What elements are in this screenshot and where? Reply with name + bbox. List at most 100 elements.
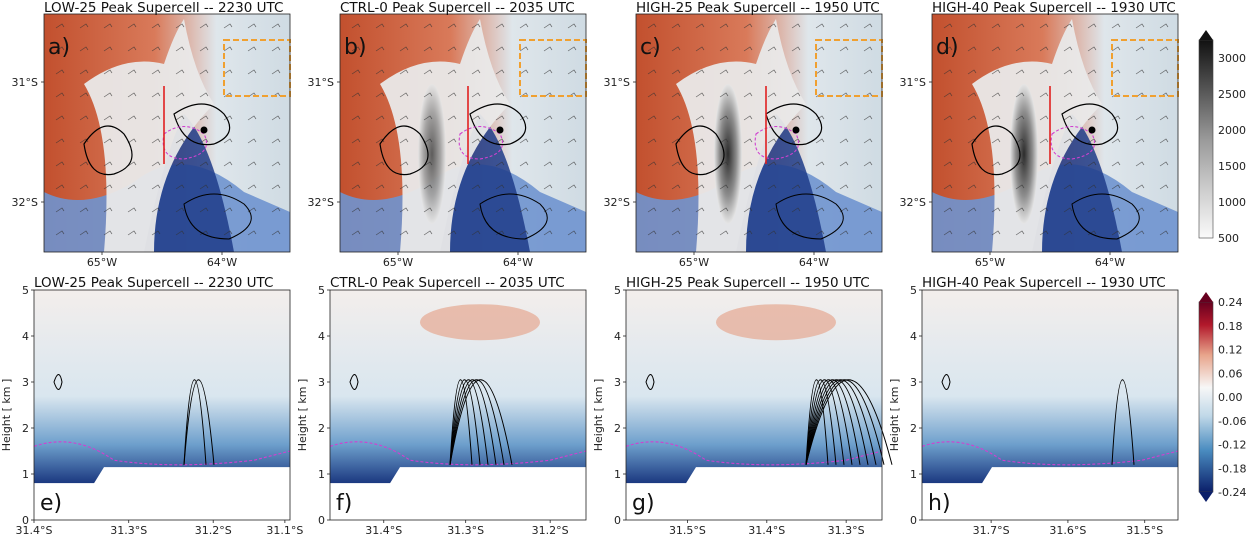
wind-barb — [1135, 207, 1145, 213]
wind-barb — [519, 207, 529, 213]
contour-line — [765, 103, 823, 146]
wind-barbs — [647, 23, 873, 236]
y-axis-label: Height [ km ] — [888, 379, 901, 452]
wind-barb — [1087, 138, 1097, 144]
wind-barb — [991, 138, 1001, 144]
updraft-contour — [1111, 379, 1135, 465]
storm-outflow-region — [1032, 114, 1122, 252]
wind-barb — [1015, 184, 1025, 190]
updraft-contour — [805, 379, 837, 465]
wind-barb — [719, 161, 729, 167]
wind-barb — [791, 184, 801, 190]
wind-barb — [519, 184, 529, 190]
wind-barb — [399, 138, 409, 144]
wind-barb — [79, 184, 89, 190]
section-panel-1: LOW-25 Peak Supercell -- 2230 UTC e) 0 1 2 3 4… — [0, 275, 303, 536]
updraft-contour — [805, 379, 861, 465]
wind-barb — [375, 230, 385, 236]
y-tick-label: 3 — [318, 376, 325, 389]
wind-barb — [1015, 69, 1025, 75]
map-frame — [635, 13, 883, 253]
wind-barb — [151, 23, 161, 29]
wind-barb — [719, 69, 729, 75]
section-frame — [33, 289, 291, 521]
y-tick-label: 31°S — [604, 76, 630, 89]
contour-line — [971, 125, 1021, 176]
dashed-contour — [1050, 125, 1096, 160]
wind-barb — [495, 161, 505, 167]
wind-barb — [55, 23, 65, 29]
wind-barb — [767, 138, 777, 144]
wind-barb — [991, 69, 1001, 75]
wind-barb — [695, 161, 705, 167]
core-shading — [714, 84, 742, 224]
wind-barb — [223, 69, 233, 75]
wind-barb — [199, 23, 209, 29]
wind-barb — [351, 138, 361, 144]
wind-barb — [1111, 138, 1121, 144]
map-title: HIGH-40 Peak Supercell -- 1930 UTC — [932, 0, 1176, 16]
wind-barbs — [55, 23, 281, 236]
wind-barb — [839, 161, 849, 167]
top-colorbar-tick-label: 2500 — [1218, 88, 1246, 101]
wind-barb — [151, 115, 161, 121]
wind-barb — [791, 92, 801, 98]
bottom-colorbar-tick-label: 0.24 — [1218, 296, 1243, 309]
wind-barb — [967, 46, 977, 52]
wind-barb — [247, 23, 257, 29]
wind-barb — [247, 184, 257, 190]
wind-barb — [1039, 115, 1049, 121]
storm-outflow-region — [144, 114, 234, 252]
y-tick-label: 5 — [22, 284, 29, 297]
wind-barb — [767, 184, 777, 190]
wind-barb — [567, 69, 577, 75]
wind-barb — [351, 161, 361, 167]
wind-barb — [447, 92, 457, 98]
wind-barb — [671, 184, 681, 190]
bottom-colorbar-bar — [1198, 301, 1214, 493]
wind-barb — [127, 184, 137, 190]
y-tick-label: 4 — [614, 330, 621, 343]
wind-barb — [351, 92, 361, 98]
wind-barb — [695, 46, 705, 52]
wind-barb — [967, 230, 977, 236]
wind-barb — [1111, 23, 1121, 29]
wind-barb — [815, 69, 825, 75]
wind-barb — [375, 115, 385, 121]
map-title: HIGH-25 Peak Supercell -- 1950 UTC — [636, 0, 880, 16]
wind-barb — [1159, 230, 1169, 236]
wind-barb — [175, 207, 185, 213]
wind-barb — [671, 23, 681, 29]
wind-barb — [1159, 161, 1169, 167]
wind-barb — [1111, 161, 1121, 167]
wind-barb — [671, 92, 681, 98]
wind-barb — [471, 69, 481, 75]
y-tick-label: 4 — [22, 330, 29, 343]
x-tick-label: 31.5°S — [1126, 524, 1163, 536]
wind-barb — [543, 115, 553, 121]
y-tick-label: 2 — [22, 422, 29, 435]
wind-barb — [519, 23, 529, 29]
wind-barb — [943, 69, 953, 75]
wind-barb — [1159, 23, 1169, 29]
wind-barb — [1087, 23, 1097, 29]
updraft-contour — [449, 379, 473, 465]
wind-barb — [743, 69, 753, 75]
wind-barb — [127, 69, 137, 75]
wind-barb — [199, 115, 209, 121]
wind-barb — [447, 207, 457, 213]
wind-barb — [79, 207, 89, 213]
wind-barb — [567, 23, 577, 29]
wind-barb — [127, 115, 137, 121]
wind-barb — [495, 138, 505, 144]
wind-barb — [399, 46, 409, 52]
x-tick-label: 31.4°S — [748, 524, 785, 536]
wind-barb — [543, 161, 553, 167]
wind-barb — [719, 23, 729, 29]
wind-barb — [375, 69, 385, 75]
wind-barb — [471, 115, 481, 121]
y-axis-label: Height [ km ] — [592, 379, 605, 452]
wind-barb — [543, 184, 553, 190]
y-tick-label: 31°S — [900, 76, 926, 89]
wind-barb — [447, 69, 457, 75]
